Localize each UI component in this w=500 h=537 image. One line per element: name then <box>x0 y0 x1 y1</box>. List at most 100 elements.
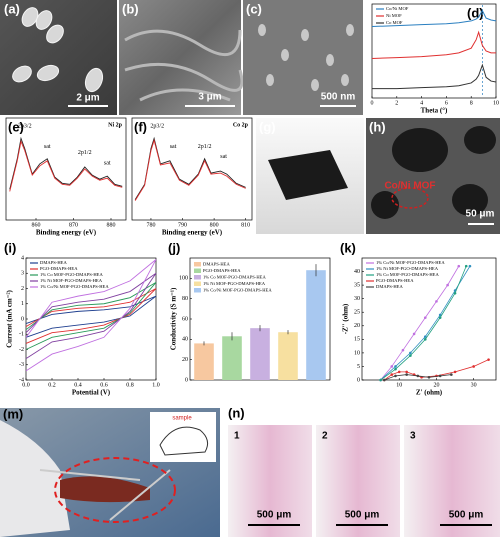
mouse-sketch <box>159 426 209 456</box>
y-tick-label: 40 <box>182 337 188 343</box>
x-tick-label: 10 <box>493 100 499 106</box>
particles <box>12 7 104 93</box>
panel-label: (a) <box>4 1 20 16</box>
legend-label: 1% Co/Ni MOF-PGO-DMAPS-HEA <box>376 260 445 265</box>
point <box>427 375 431 379</box>
panel-label: (b) <box>122 1 139 16</box>
legend-label: 1% Co MOF-PGO-DMAPS-HEA <box>40 272 103 277</box>
series-line <box>371 30 496 60</box>
panel-label: (g) <box>259 119 276 134</box>
legend-swatch <box>194 288 201 293</box>
legend-label: PGO-DMAPS-HEA <box>203 268 241 273</box>
y-tick-label: 40 <box>354 269 360 275</box>
annotation: 2p3/2 <box>150 124 164 130</box>
point <box>416 374 420 378</box>
y-tick-label: -1 <box>19 332 24 338</box>
x-tick-label: 0.2 <box>48 382 56 388</box>
panel-g <box>256 118 364 234</box>
annotation: Co/Ni MOF <box>384 181 435 192</box>
photo <box>0 0 117 115</box>
point <box>435 300 438 303</box>
legend-label: PGO-DMAPS-HEA <box>40 266 78 271</box>
legend-label: 1% Ni MOF-PGO-DMAPS-HEA <box>203 281 266 286</box>
series-line <box>25 272 157 360</box>
x-tick-label: 870 <box>69 222 78 228</box>
panel-label: (c) <box>246 1 262 16</box>
x-tick-label: 810 <box>241 222 250 228</box>
point <box>409 354 412 357</box>
x-tick-label: 0.8 <box>126 382 134 388</box>
plot-frame <box>131 117 253 221</box>
point <box>412 332 416 336</box>
scale-text: 500 μm <box>257 510 292 521</box>
tissue <box>60 476 150 503</box>
scale-text: 500 nm <box>321 92 356 103</box>
x-axis-label: Z' (ohm) <box>416 389 443 397</box>
annotation: 2p1/2 <box>198 144 212 150</box>
x-axis-label: Theta (°) <box>421 107 448 115</box>
highlight <box>391 187 429 209</box>
annotation: 2p3/2 <box>18 124 32 130</box>
y-tick-label: 25 <box>354 310 360 316</box>
y-tick-label: -2 <box>19 347 24 353</box>
glove <box>0 420 70 537</box>
panel-label: (n) <box>228 405 245 420</box>
point <box>394 374 397 378</box>
x-tick-label: 2 <box>395 100 398 106</box>
legend-label: DMAPS-HEA <box>376 284 403 289</box>
panel-label: (k) <box>340 240 356 255</box>
x-tick-label: 0 <box>371 100 374 106</box>
point <box>487 358 490 361</box>
bar <box>194 343 214 380</box>
point <box>453 291 457 295</box>
scale-text: 3 μm <box>198 92 221 103</box>
scale-text: 500 μm <box>345 510 380 521</box>
annotation: sat <box>44 144 51 150</box>
x-tick-label: 8 <box>470 100 473 106</box>
point <box>405 373 408 376</box>
tweezers <box>109 469 171 521</box>
x-axis-label: Binding energy (eV) <box>162 229 223 237</box>
bar <box>250 328 270 380</box>
point <box>450 373 453 376</box>
panel-c <box>243 0 363 115</box>
y-tick-label: 4 <box>21 255 24 261</box>
legend-label: 1% Ni MOF-PGO-DMAPS-HEA <box>376 266 439 271</box>
series-line <box>25 282 157 350</box>
hydrogel <box>268 150 348 200</box>
panel-n <box>228 425 500 537</box>
x-tick-label: 4 <box>420 100 423 106</box>
panel-label: (e) <box>8 119 24 134</box>
histology <box>404 425 500 537</box>
y-tick-label: 0 <box>185 377 188 383</box>
point <box>423 316 427 319</box>
point <box>468 264 472 268</box>
annotation: sat <box>220 154 227 160</box>
series-line <box>25 288 157 344</box>
point <box>379 378 382 382</box>
x-tick-label: 1.0 <box>152 382 160 388</box>
scale-text: 500 μm <box>449 510 484 521</box>
y-tick-label: 0 <box>21 316 24 322</box>
annotation: 2p1/2 <box>78 150 92 156</box>
point <box>438 316 442 319</box>
x-axis-label: Binding energy (eV) <box>36 229 97 237</box>
x-tick-label: 6 <box>445 100 448 106</box>
point <box>438 313 442 317</box>
point <box>453 370 457 374</box>
panel-h <box>366 118 500 234</box>
tweezers <box>39 469 141 481</box>
x-tick-label: 860 <box>32 222 41 228</box>
scale-text: 50 μm <box>466 209 495 220</box>
y-tick-label: 100 <box>179 276 188 282</box>
y-tick-label: 35 <box>354 282 360 288</box>
plot-frame <box>361 257 497 381</box>
panel-title: Co 2p <box>233 122 249 128</box>
series-line <box>372 63 497 90</box>
series-line <box>9 139 123 192</box>
legend-swatch <box>194 275 201 280</box>
x-tick-label: 10 <box>396 382 402 388</box>
annotation: sat <box>170 144 177 150</box>
scale-text: 2 μm <box>76 93 99 104</box>
image-label: 2 <box>322 431 328 442</box>
